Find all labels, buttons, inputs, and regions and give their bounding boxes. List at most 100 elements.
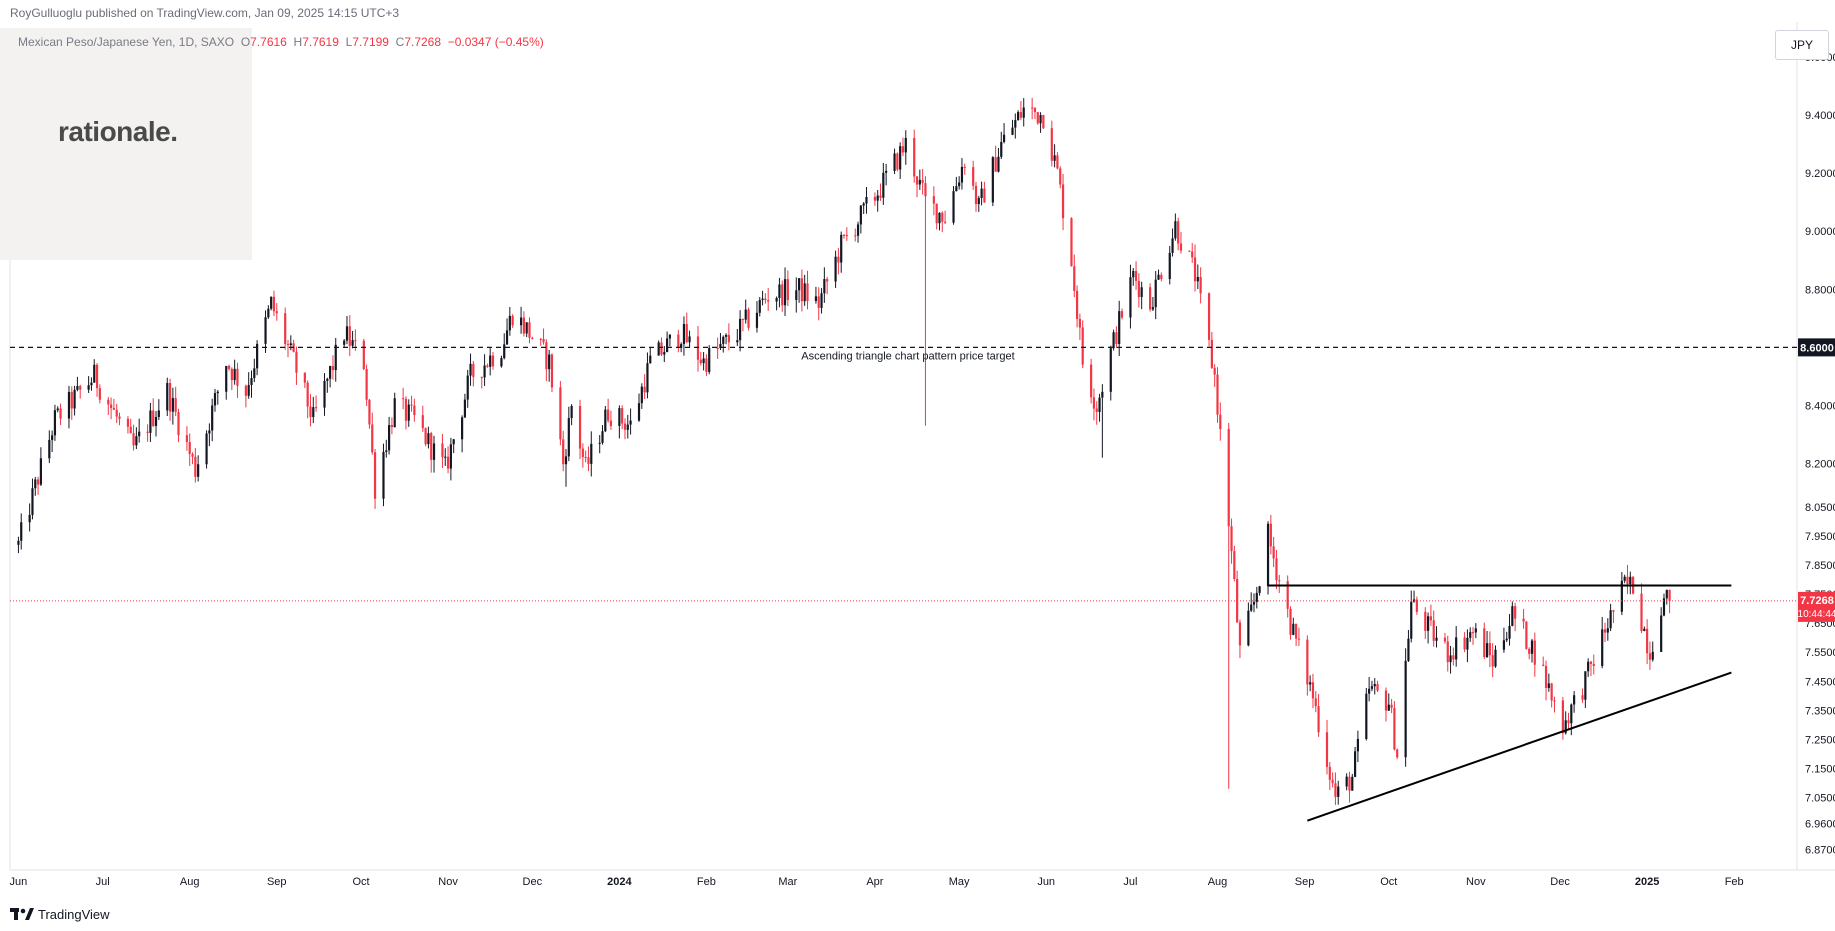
candle-body [312, 407, 315, 418]
candle-body [166, 382, 169, 411]
candle-body [559, 387, 562, 440]
tradingview-footer[interactable]: TradingView [10, 907, 110, 922]
candle-body [1368, 688, 1371, 694]
candle-body [626, 424, 629, 430]
candle-body [118, 416, 121, 419]
candle-body [1056, 155, 1059, 169]
candle-body [430, 433, 433, 460]
candle-body [1309, 682, 1312, 685]
candle-body [913, 137, 916, 177]
candle-body [873, 197, 876, 201]
candle-body [741, 318, 745, 320]
candle-body [1544, 666, 1548, 688]
candle-body [817, 296, 820, 308]
candle-body [107, 399, 110, 405]
candle-body [747, 309, 750, 328]
candle-body [1502, 640, 1506, 650]
candle-body [584, 456, 587, 458]
candle-body [1134, 271, 1138, 281]
candle-body [1530, 640, 1534, 654]
candle-body [1474, 628, 1477, 633]
candle-body [668, 334, 672, 339]
candle-body [1115, 332, 1118, 344]
candle-body [1601, 629, 1604, 666]
candle-body [1191, 251, 1194, 258]
candle-body [820, 293, 823, 308]
candle-body [51, 435, 54, 440]
candle-body [256, 343, 259, 369]
candle-body [1606, 628, 1609, 633]
candle-body [826, 279, 829, 282]
candle-body [845, 235, 848, 237]
candle-body [1522, 618, 1525, 622]
candle-body [34, 479, 37, 489]
candle-body [503, 344, 506, 359]
candle-body [865, 197, 868, 204]
candle-body [1297, 638, 1301, 640]
candle-body [716, 348, 719, 350]
publisher-text: RoyGulluoglu published on TradingView.co… [10, 6, 252, 20]
candle-body [1278, 580, 1281, 582]
candle-body [665, 338, 669, 353]
candle-body [522, 317, 525, 334]
candle-body [1612, 610, 1615, 612]
candle-body [1384, 690, 1388, 711]
candle-body [267, 308, 270, 318]
y-tick-label: 7.4500 [1805, 676, 1835, 688]
candle-body [1337, 786, 1340, 797]
x-tick-label: Feb [697, 876, 716, 888]
candle-body [95, 364, 99, 389]
candle-body [1393, 707, 1396, 750]
x-tick-label: Jul [96, 876, 110, 888]
candle-body [958, 182, 961, 187]
candle-body [761, 298, 764, 300]
candle-body [842, 234, 846, 236]
candle-body [1469, 632, 1472, 638]
x-tick-label: Sep [1295, 876, 1315, 888]
candle-body [272, 296, 276, 312]
candle-body [500, 358, 503, 367]
candle-body [960, 166, 964, 183]
candle-body [548, 354, 551, 370]
tradingview-brand: TradingView [38, 907, 110, 922]
candle-body [1424, 611, 1427, 631]
y-tick-label: 7.2500 [1805, 734, 1835, 746]
candle-body [1199, 277, 1202, 294]
candle-body [1118, 311, 1121, 344]
candle-body [230, 368, 233, 381]
candle-body [444, 456, 447, 458]
candle-body [1373, 683, 1376, 687]
x-tick-label: Sep [267, 876, 287, 888]
candle-body [604, 409, 607, 432]
candle-body [893, 153, 896, 171]
candle-body [413, 405, 416, 416]
candle-body [1017, 112, 1020, 121]
candle-body [856, 224, 860, 236]
x-tick-label: Dec [1550, 876, 1570, 888]
candle-body [17, 540, 20, 545]
symbol-legend[interactable]: Mexican Peso/Japanese Yen, 1D, SAXO O7.7… [18, 35, 544, 49]
candle-body [197, 464, 200, 477]
candle-body [449, 444, 452, 469]
candle-body [1098, 397, 1101, 412]
candle-body [427, 433, 430, 445]
candle-body [803, 283, 806, 302]
candle-body [1140, 287, 1143, 298]
currency-button[interactable]: JPY [1775, 30, 1829, 60]
x-tick-label: Jun [1037, 876, 1055, 888]
candle-body [736, 340, 739, 343]
candle-body [39, 458, 42, 485]
candle-body [1390, 704, 1393, 708]
y-tick-label: 8.8000 [1805, 284, 1835, 296]
candle-body [345, 326, 349, 341]
candle-body [368, 399, 371, 425]
candle-body [879, 195, 882, 198]
candle-body [640, 386, 643, 404]
candle-body [1609, 610, 1612, 629]
candle-body [466, 375, 469, 400]
candle-body [188, 441, 191, 454]
candle-body [837, 256, 840, 263]
candle-body [329, 366, 332, 379]
candle-body [1295, 623, 1298, 639]
